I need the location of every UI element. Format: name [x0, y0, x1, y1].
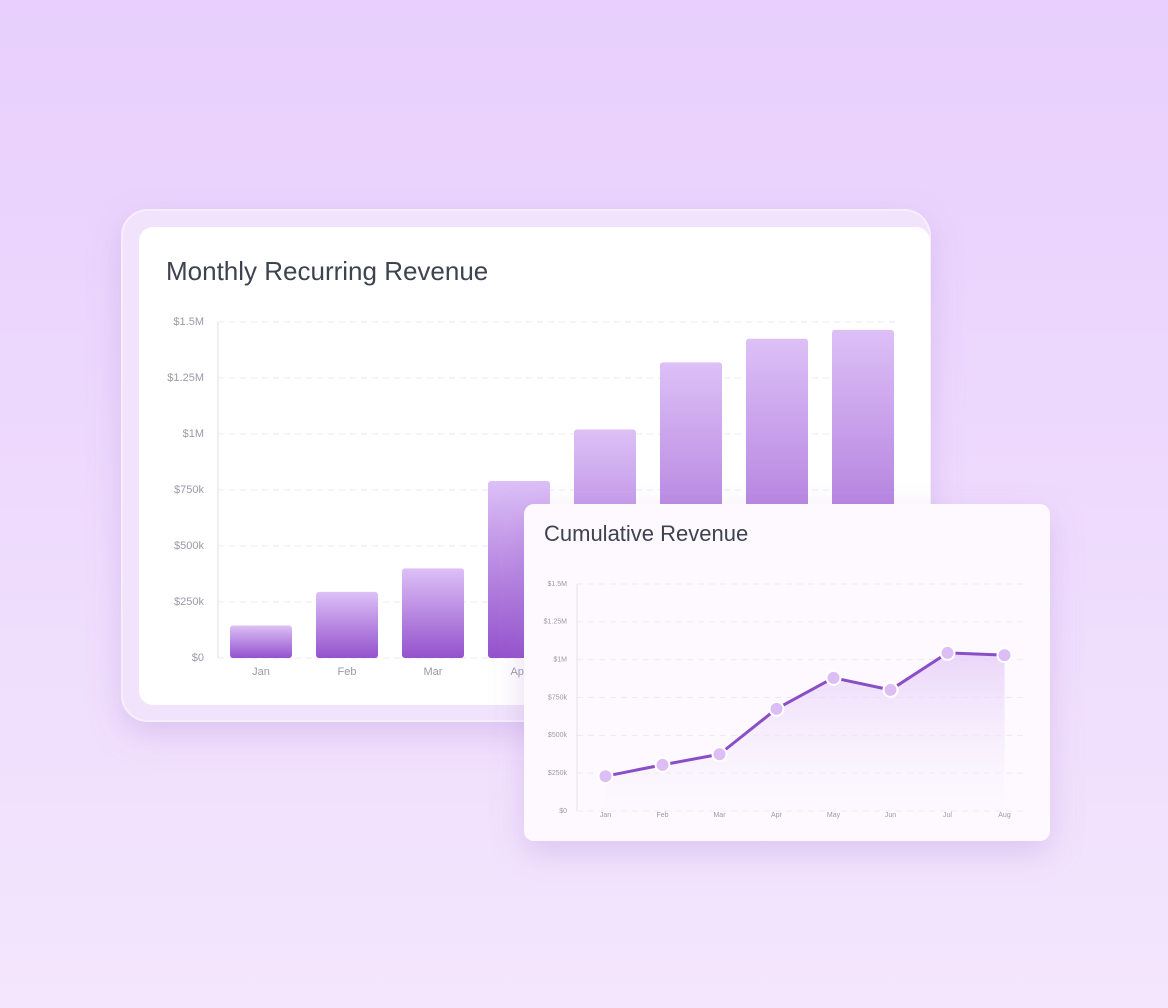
- y-tick-label: $250k: [174, 596, 204, 608]
- y-tick-label: $750k: [548, 694, 568, 701]
- y-tick-label: $500k: [174, 540, 204, 552]
- x-tick-label: Jan: [252, 666, 270, 678]
- point: [597, 768, 614, 785]
- y-tick-label: $1.25M: [167, 372, 204, 384]
- y-tick-label: $1.5M: [548, 581, 568, 588]
- y-tick-label: $1M: [553, 657, 567, 664]
- area: [605, 652, 1005, 811]
- y-tick-label: $0: [559, 808, 567, 815]
- point: [882, 681, 899, 698]
- point: [711, 746, 728, 763]
- x-tick-label: Apr: [771, 812, 783, 819]
- x-tick-label: Mar: [713, 812, 726, 819]
- point: [825, 669, 842, 686]
- bar: [230, 625, 292, 658]
- point: [996, 647, 1013, 664]
- y-tick-label: $250k: [548, 770, 568, 777]
- y-tick-label: $750k: [174, 484, 204, 496]
- y-tick-label: $0: [192, 652, 204, 664]
- y-tick-label: $1M: [183, 428, 204, 440]
- x-tick-label: Aug: [998, 812, 1011, 819]
- x-tick-label: Jun: [885, 812, 896, 819]
- y-tick-label: $1.25M: [544, 619, 568, 626]
- x-tick-label: Feb: [338, 666, 357, 678]
- chart-cumulative: Cumulative Revenue $0 $250k $500k $750k $1M $1…: [544, 521, 1025, 819]
- y-tick-label: $500k: [548, 732, 568, 739]
- x-tick-label: Feb: [656, 812, 668, 819]
- point: [654, 756, 671, 773]
- x-tick-label: May: [827, 812, 841, 819]
- y-tick-label: $1.5M: [173, 316, 204, 328]
- line: [605, 651, 1005, 778]
- bar: [316, 591, 378, 658]
- bar: [402, 568, 464, 658]
- chart-title: Cumulative Revenue: [544, 521, 748, 546]
- x-tick-label: Jan: [600, 812, 611, 819]
- point: [939, 644, 956, 661]
- point: [768, 700, 785, 717]
- chart-title: Monthly Recurring Revenue: [166, 256, 488, 286]
- x-tick-label: Jul: [943, 812, 952, 819]
- x-tick-label: Mar: [424, 666, 443, 678]
- x-tick-label: Apr: [510, 666, 527, 678]
